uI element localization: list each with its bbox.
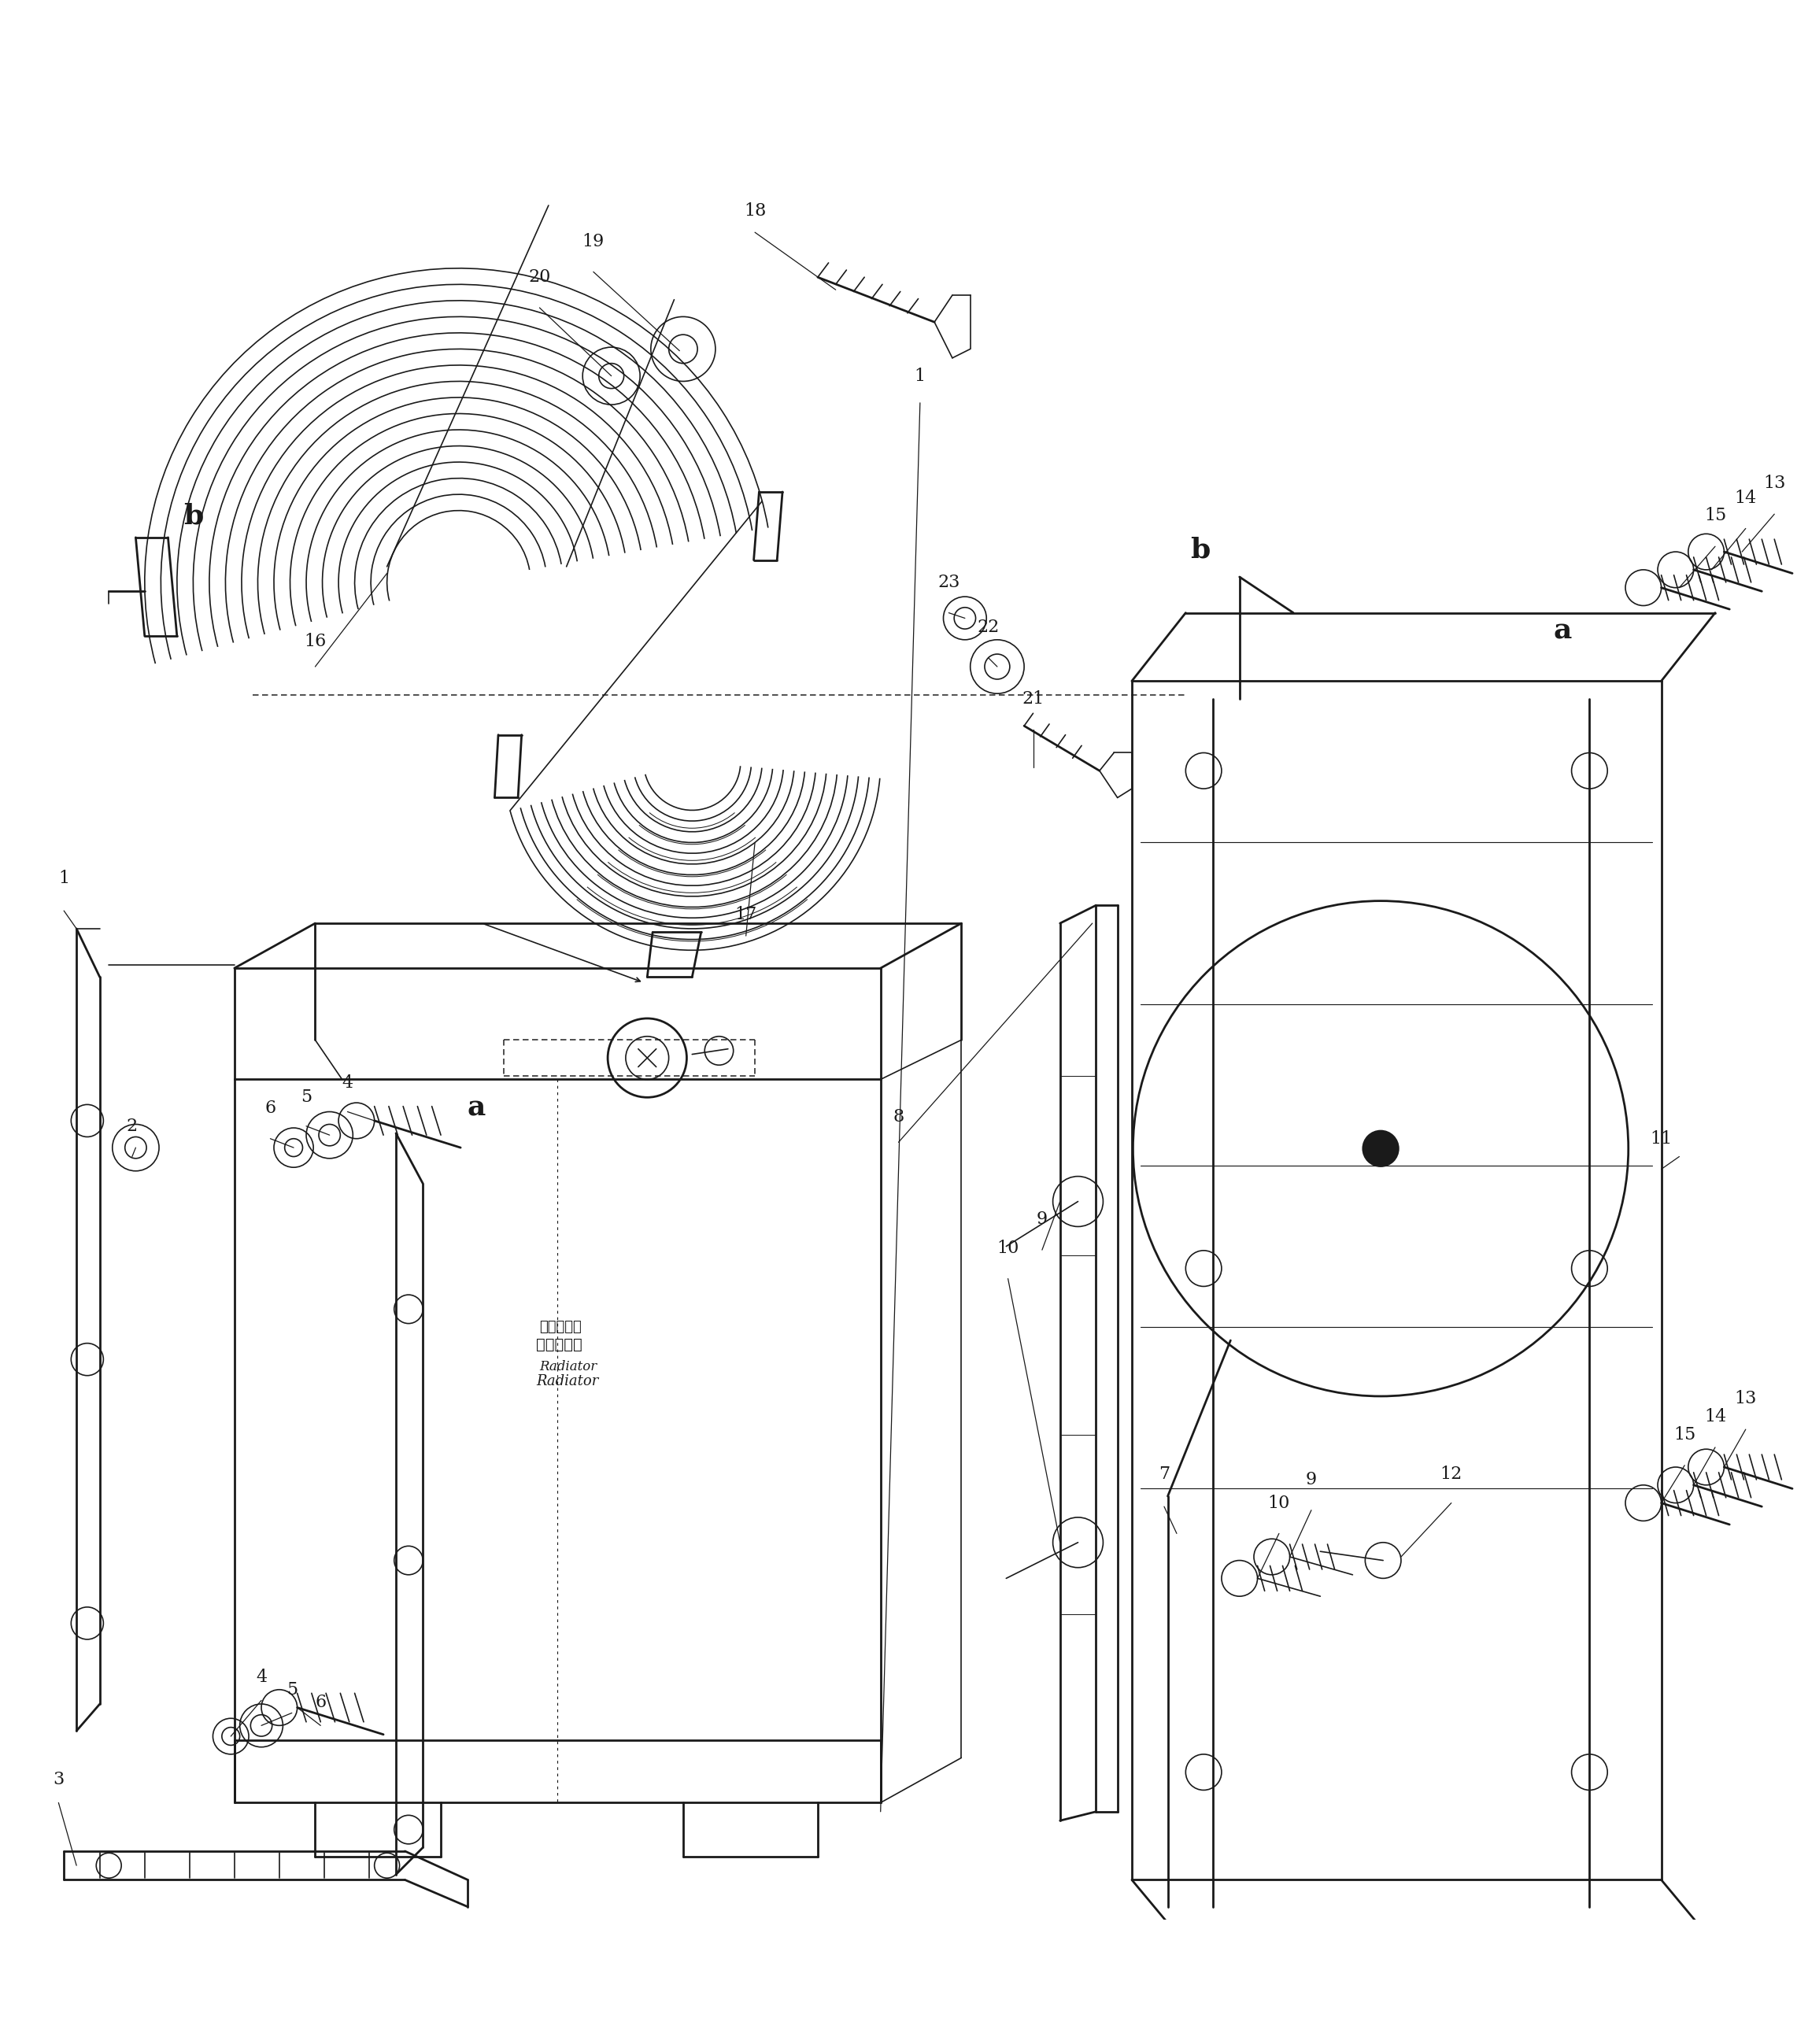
Text: 10: 10	[1269, 1494, 1290, 1513]
Text: 14: 14	[1734, 489, 1757, 507]
Text: 21: 21	[1022, 691, 1044, 707]
Text: 20: 20	[528, 268, 550, 286]
Text: 15: 15	[1673, 1427, 1696, 1443]
Text: 7: 7	[1159, 1466, 1170, 1482]
Text: 11: 11	[1650, 1130, 1673, 1147]
Text: a: a	[467, 1096, 485, 1122]
Text: 4: 4	[255, 1668, 268, 1686]
Text: 13: 13	[1734, 1390, 1757, 1408]
Text: ラジエータ: ラジエータ	[539, 1320, 582, 1335]
Text: 10: 10	[997, 1239, 1019, 1257]
Text: 15: 15	[1704, 507, 1727, 525]
Text: b: b	[183, 503, 203, 529]
Text: 1: 1	[58, 871, 70, 887]
Text: 14: 14	[1704, 1408, 1727, 1425]
Text: 5: 5	[300, 1089, 311, 1106]
Text: ラジエータ: ラジエータ	[536, 1339, 582, 1353]
Text: 22: 22	[978, 619, 999, 636]
Text: a: a	[1553, 617, 1572, 644]
Text: 17: 17	[735, 905, 757, 924]
Text: 18: 18	[744, 202, 766, 219]
Text: 23: 23	[938, 574, 960, 591]
Circle shape	[1362, 1130, 1398, 1167]
Text: Radiator: Radiator	[539, 1359, 597, 1374]
Text: 6: 6	[264, 1100, 277, 1116]
Text: 8: 8	[893, 1108, 904, 1126]
Text: Radiator: Radiator	[536, 1374, 598, 1388]
Text: 9: 9	[1037, 1210, 1048, 1228]
Text: b: b	[1190, 538, 1209, 564]
Text: 5: 5	[286, 1680, 298, 1699]
Text: 19: 19	[582, 233, 604, 249]
Text: 12: 12	[1439, 1466, 1463, 1482]
Text: 2: 2	[126, 1118, 138, 1134]
Text: 3: 3	[52, 1770, 65, 1788]
Text: 9: 9	[1306, 1472, 1317, 1488]
Text: 13: 13	[1763, 474, 1786, 493]
Text: 4: 4	[341, 1075, 352, 1091]
Text: 6: 6	[314, 1694, 325, 1711]
Text: 16: 16	[304, 634, 327, 650]
Text: 1: 1	[915, 368, 925, 384]
